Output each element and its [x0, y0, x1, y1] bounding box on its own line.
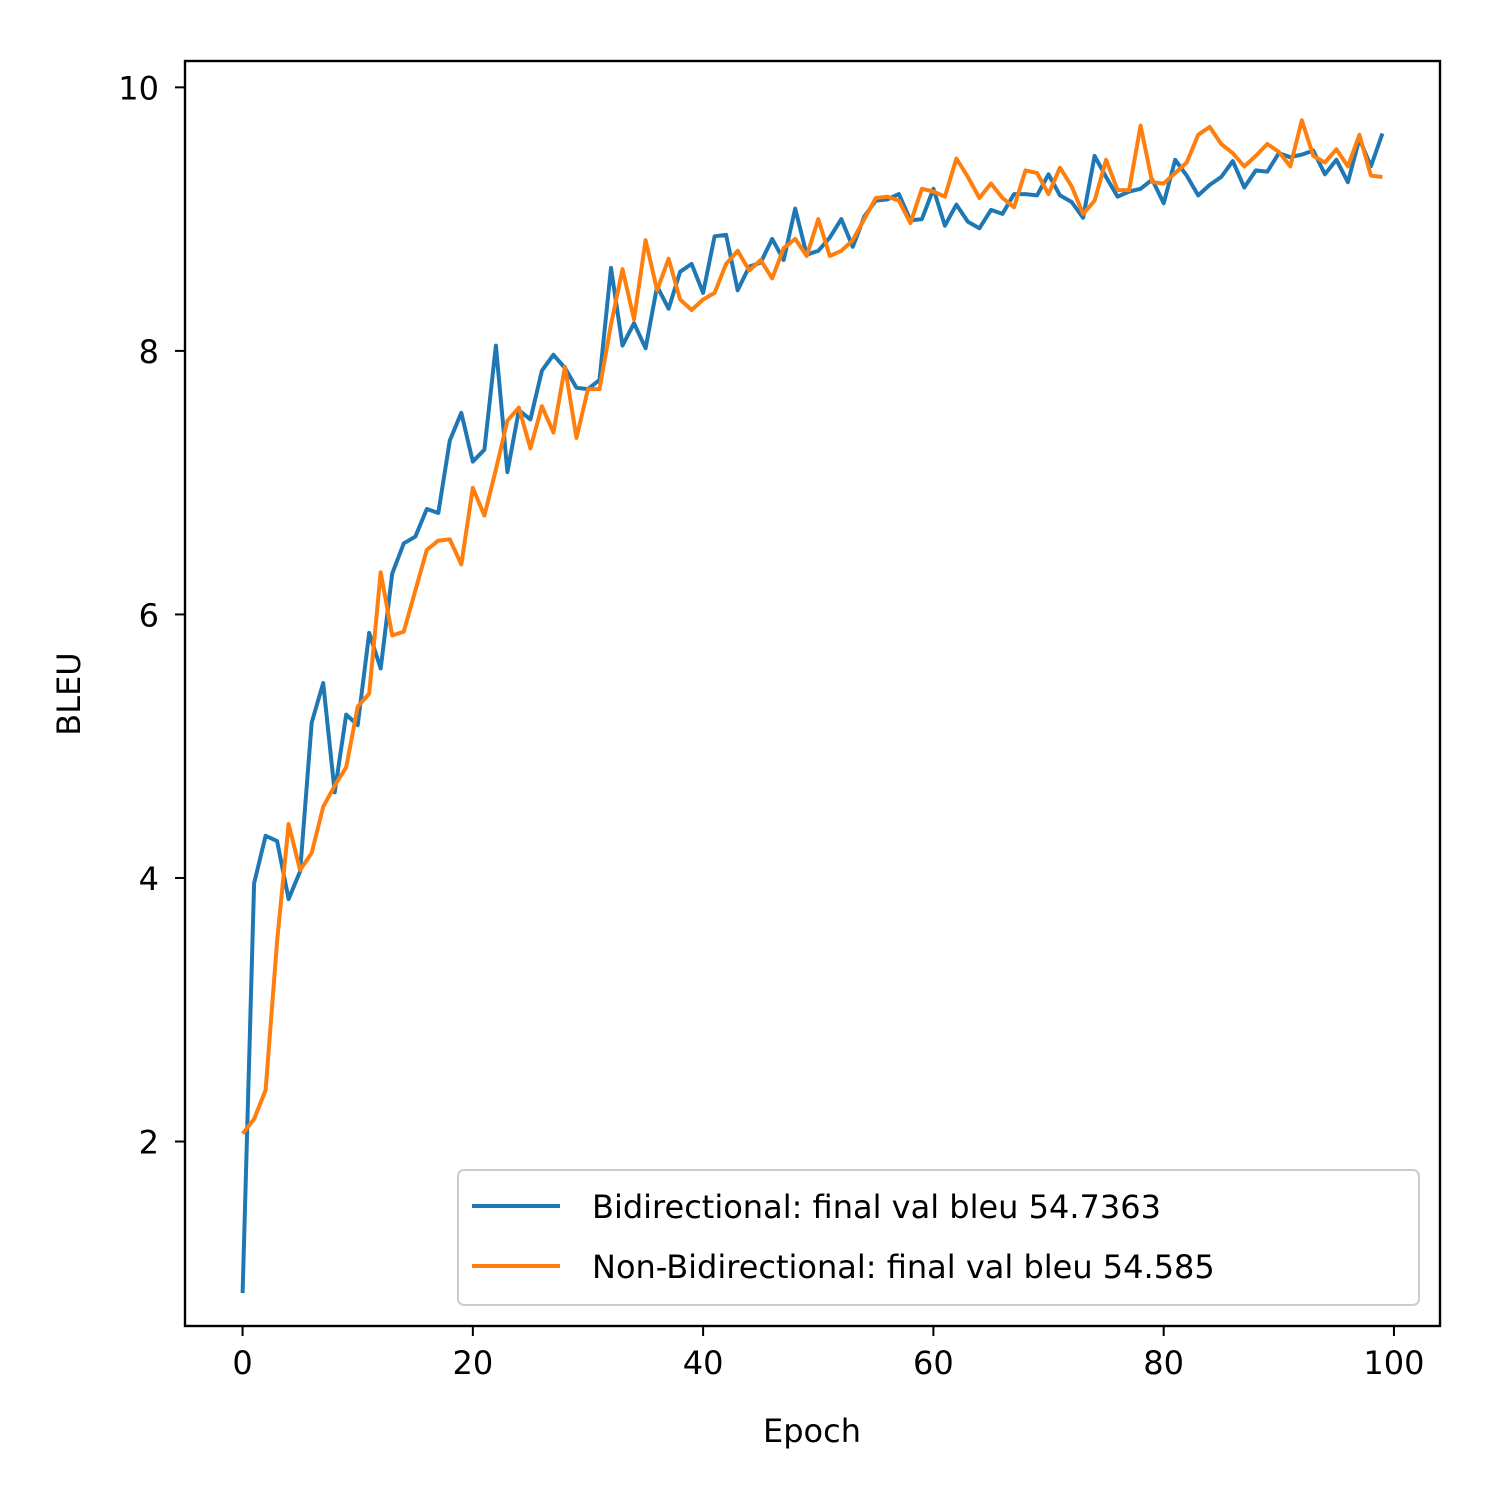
y-tick-label: 10 — [118, 69, 159, 107]
series-line-2 — [241, 118, 1383, 1135]
series-layer — [240, 118, 1385, 1294]
legend-label: Bidirectional: final val bleu 54.7363 — [592, 1188, 1161, 1226]
legend: Bidirectional: final val bleu 54.7363 Non… — [457, 1169, 1420, 1306]
plot-frame — [183, 59, 1442, 1328]
x-tick-label: 40 — [683, 1344, 724, 1382]
x-axis-title: Epoch — [763, 1412, 861, 1450]
y-axis-title: BLEU — [50, 652, 88, 735]
x-tick-label: 60 — [913, 1344, 954, 1382]
y-tick-label: 4 — [139, 860, 159, 898]
legend-label: Non-Bidirectional: final val bleu 54.585 — [592, 1248, 1215, 1286]
x-tick-label: 20 — [452, 1344, 493, 1382]
y-tick-label: 6 — [139, 596, 159, 634]
legend-box — [457, 1169, 1420, 1306]
x-tick-label: 100 — [1363, 1344, 1424, 1382]
x-tick-label: 0 — [232, 1344, 252, 1382]
x-tick-label: 80 — [1143, 1344, 1184, 1382]
series-line-1 — [240, 132, 1385, 1294]
y-tick-label: 8 — [139, 333, 159, 371]
y-tick-label: 2 — [139, 1124, 159, 1162]
axis-ticks: 0 20 40 60 80 100 2 4 6 8 10 — [118, 69, 1424, 1382]
